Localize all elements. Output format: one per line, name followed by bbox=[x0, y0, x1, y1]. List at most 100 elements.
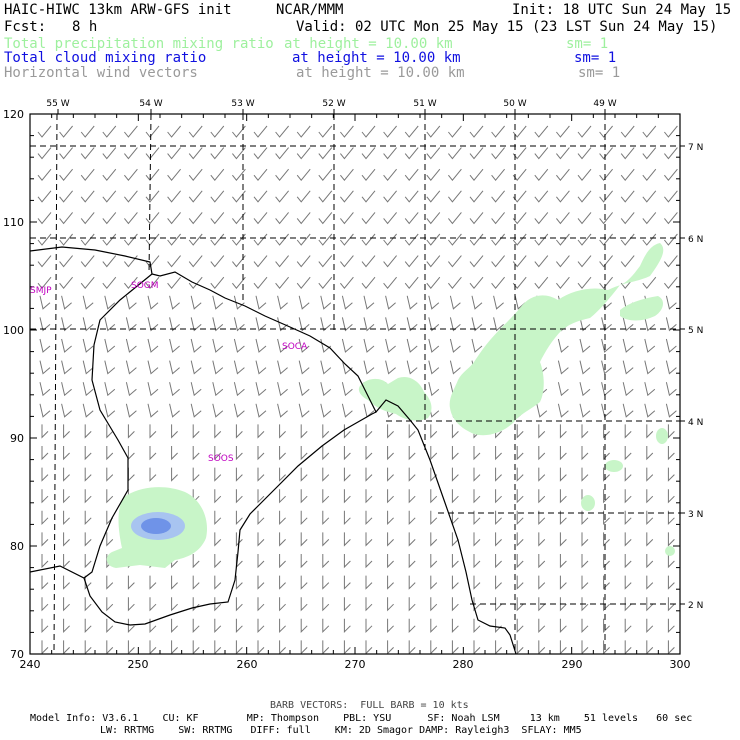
wind-barb bbox=[430, 597, 438, 612]
field-height-precip: at height = 10.00 km bbox=[284, 36, 453, 52]
wind-barb bbox=[257, 640, 265, 654]
wind-barb bbox=[665, 382, 677, 397]
wind-barb bbox=[41, 532, 49, 547]
wind-barb bbox=[322, 597, 330, 612]
wind-barb bbox=[104, 403, 116, 418]
wind-barb bbox=[601, 317, 612, 332]
wind-barb bbox=[257, 489, 265, 504]
wind-barb bbox=[664, 147, 678, 160]
wind-barb bbox=[581, 510, 589, 526]
wind-barb bbox=[534, 276, 549, 289]
wind-barb bbox=[212, 317, 224, 332]
wind-barb bbox=[212, 295, 224, 310]
wind-barb bbox=[233, 382, 245, 397]
wind-barb bbox=[556, 147, 570, 160]
wind-barb bbox=[171, 597, 178, 612]
wind-barb bbox=[124, 168, 138, 181]
wind-barb bbox=[232, 147, 246, 160]
wind-barb bbox=[41, 424, 49, 439]
wind-barb bbox=[385, 295, 396, 310]
wind-barb bbox=[279, 597, 286, 612]
wind-barb bbox=[41, 618, 49, 634]
wind-barb bbox=[620, 233, 635, 246]
wind-barb bbox=[318, 276, 333, 289]
wind-barb bbox=[233, 317, 245, 332]
wind-barb bbox=[516, 640, 524, 654]
wind-barb bbox=[235, 489, 243, 504]
wind-barb bbox=[363, 317, 375, 332]
wind-barb bbox=[473, 510, 481, 526]
wind-barb bbox=[581, 554, 589, 569]
station-labels: SMJP SOGM SOCA SOOS bbox=[30, 281, 308, 464]
precip-cell-3 bbox=[581, 495, 595, 511]
wind-barb bbox=[300, 510, 308, 526]
wind-barb bbox=[84, 618, 92, 634]
wind-barb bbox=[426, 125, 441, 138]
wind-barb bbox=[214, 510, 222, 526]
wind-barb bbox=[577, 190, 592, 203]
wind-barb bbox=[599, 168, 613, 181]
wind-barb bbox=[408, 446, 416, 461]
wind-barb bbox=[253, 255, 268, 268]
wind-barb bbox=[171, 446, 178, 461]
wind-barb bbox=[63, 532, 70, 547]
wind-barb bbox=[212, 360, 224, 375]
field-sm-wind: sm= 1 bbox=[578, 65, 621, 81]
wind-barb bbox=[383, 125, 397, 138]
wind-barb bbox=[538, 640, 546, 654]
wind-barb bbox=[106, 597, 114, 612]
wind-barb bbox=[84, 575, 92, 590]
wind-barb bbox=[84, 489, 92, 504]
wind-barb bbox=[557, 403, 569, 418]
wind-barb bbox=[124, 125, 138, 138]
wind-barb bbox=[279, 618, 286, 634]
wind-barb bbox=[473, 618, 481, 634]
wind-barb bbox=[59, 168, 73, 181]
wind-barb bbox=[473, 575, 481, 590]
wind-barb bbox=[642, 168, 657, 181]
wind-barb bbox=[365, 424, 373, 439]
y-tick-label: 90 bbox=[10, 432, 24, 445]
wind-barb bbox=[80, 168, 95, 181]
wind-barb bbox=[469, 190, 484, 203]
wind-barb bbox=[667, 618, 675, 634]
wind-barb bbox=[340, 190, 354, 203]
wind-barb bbox=[127, 618, 135, 634]
wind-barb bbox=[516, 532, 524, 547]
wind-barb bbox=[387, 489, 394, 504]
wind-barb bbox=[624, 575, 632, 590]
wind-barb bbox=[125, 338, 137, 353]
wind-barb bbox=[408, 575, 416, 590]
wind-barb bbox=[63, 597, 70, 612]
wind-barb bbox=[340, 233, 354, 246]
wind-barb bbox=[343, 446, 351, 461]
wind-barb bbox=[188, 255, 203, 268]
wind-barb bbox=[516, 618, 524, 634]
wind-barb bbox=[320, 360, 332, 375]
wind-barb bbox=[538, 597, 546, 612]
wind-barb bbox=[235, 424, 243, 439]
wind-barb bbox=[298, 317, 310, 332]
y-tick-label: 110 bbox=[3, 216, 24, 229]
wind-barb bbox=[603, 618, 610, 634]
wind-barb bbox=[210, 276, 225, 289]
wind-barb bbox=[232, 212, 246, 225]
x-tick-label: 240 bbox=[20, 658, 41, 671]
init-time: Init: 18 UTC Sun 24 May 15 bbox=[512, 2, 732, 18]
wind-barb bbox=[300, 640, 308, 654]
wind-barb bbox=[84, 467, 92, 482]
wind-barb bbox=[430, 554, 438, 569]
wind-barb bbox=[451, 575, 459, 590]
wind-barb bbox=[192, 640, 200, 654]
wind-barb bbox=[296, 147, 311, 160]
coastline bbox=[30, 246, 517, 654]
wind-barb bbox=[192, 554, 200, 569]
wind-barb bbox=[102, 147, 117, 160]
wind-barb bbox=[491, 147, 505, 160]
wind-barb bbox=[556, 168, 570, 181]
model-info-line2: LW: RRTMG SW: RRTMG DIFF: full KM: 2D Sm… bbox=[100, 725, 582, 736]
wind-barb bbox=[171, 467, 178, 482]
wind-barb bbox=[620, 255, 635, 268]
wind-barb bbox=[300, 575, 308, 590]
